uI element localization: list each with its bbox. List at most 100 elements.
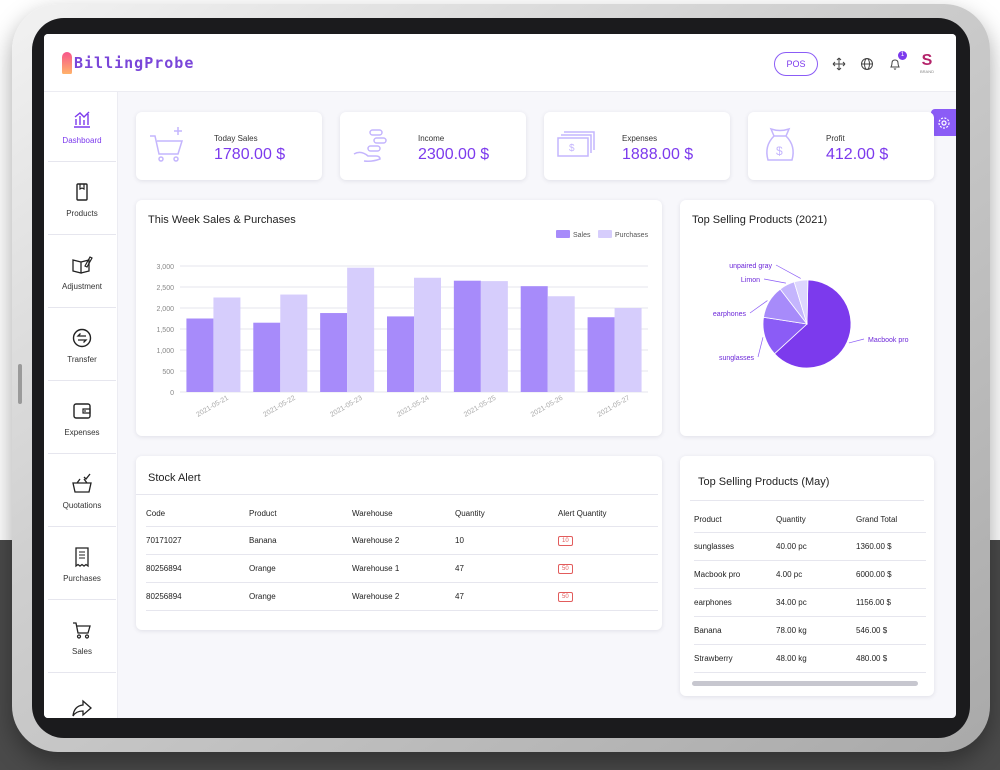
top-may-card: Top Selling Products (May) Product Quant… [680,456,934,696]
cell-grand-total: 480.00 $ [856,644,926,673]
cell-quantity: 47 [455,582,558,611]
bar-sales [387,316,414,392]
stat-label: Expenses [622,134,658,143]
table-row[interactable]: 70171027 Banana Warehouse 2 10 10 [146,526,658,555]
pie-leader-line [763,278,786,284]
weekly-bar-chart: 0 500 1,000 1,500 2,000 2,500 3,000 2021-05-21 2… [156,230,649,419]
pie-leader-line [749,300,768,314]
cell-alert-quantity: 50 [558,582,658,611]
stat-value: 2300.00 $ [418,146,490,163]
top-selling-pie-chart: Macbook pro sunglasses earphones Limon unpai… [713,263,909,369]
bell-icon[interactable]: 1 [888,51,907,71]
x-tick-label: 2021-05-22 [262,395,297,419]
x-tick-label: 2021-05-26 [530,395,565,419]
pie-leader-line [848,338,865,344]
avatar[interactable]: S BRAND [916,53,938,75]
sidebar-label: Sales [71,647,92,656]
cell-quantity: 40.00 pc [776,532,856,561]
stat-card-expenses[interactable]: $ Expenses 1888.00 $ [544,112,730,180]
legend-label: Purchases [615,232,649,239]
sidebar-item-transfer[interactable]: Transfer [48,311,116,381]
cell-product: Orange [249,554,352,583]
brand-logo[interactable]: BillingProbe [62,48,194,78]
sidebar-item-sales[interactable]: Sales [48,603,116,673]
x-tick-label: 2021-05-23 [329,395,364,419]
tablet-side-button [18,364,22,404]
top-may-table: Product Quantity Grand Total sunglasses … [694,508,926,673]
alert-quantity-badge: 10 [558,535,573,546]
cell-product: Macbook pro [694,560,776,589]
sidebar-label: Dashboard [62,136,102,145]
sidebar: Dashboard Products Adjustment Transfer E… [44,92,118,718]
cell-grand-total: 546.00 $ [856,616,926,645]
avatar-caption: BRAND [919,69,934,74]
pie-label: Limon [741,277,760,284]
column-header: Alert Quantity [558,502,658,527]
pos-button[interactable]: POS [774,52,818,76]
svg-text:$: $ [569,143,575,154]
cell-product: Orange [249,582,352,611]
settings-toggle[interactable] [931,109,956,136]
stat-value: 412.00 $ [826,146,889,163]
cell-alert-quantity: 50 [558,554,658,583]
sidebar-item-dashboard[interactable]: Dashboard [48,92,116,162]
alert-quantity-badge: 50 [558,563,573,574]
stat-card-profit[interactable]: $ Profit 412.00 $ [748,112,934,180]
sidebar-item-quotations[interactable]: Quotations [48,457,116,527]
bar-purchases [280,294,308,392]
cell-code: 80256894 [146,554,249,583]
table-row[interactable]: earphones 34.00 pc 1156.00 $ [694,588,926,617]
svg-text:$: $ [776,144,783,158]
bar-sales [320,313,348,392]
logo-mark-b [62,52,72,74]
weekly-chart-card: This Week Sales & Purchases 0 500 1,000 1,5… [136,200,662,436]
book-pencil-icon [72,256,93,274]
globe-icon[interactable] [860,57,874,71]
pie-label: Macbook pro [868,337,909,344]
sidebar-item-purchases[interactable]: Purchases [48,530,116,600]
chart-icon [74,111,90,128]
sidebar-item-share[interactable] [48,676,116,718]
bar-purchases [547,296,575,392]
table-row[interactable]: sunglasses 40.00 pc 1360.00 $ [694,532,926,561]
stat-card-income[interactable]: Income 2300.00 $ [340,112,526,180]
table-row[interactable]: 80256894 Orange Warehouse 1 47 50 [146,554,658,583]
sidebar-item-expenses[interactable]: Expenses [48,384,116,454]
notification-badge: 1 [898,51,907,60]
share-arrow-icon [72,699,92,717]
x-tick-label: 2021-05-24 [396,395,431,419]
alert-quantity-badge: 50 [558,591,573,602]
y-tick-label: 3,000 [156,264,174,271]
cell-quantity: 48.00 kg [776,644,856,673]
y-tick-label: 0 [170,390,174,397]
legend-swatch [556,230,570,238]
cell-product: Banana [249,526,352,555]
x-tick-label: 2021-05-27 [597,395,632,419]
cell-alert-quantity: 10 [558,526,658,555]
basket-check-icon [72,473,92,493]
horizontal-scrollbar[interactable] [692,681,918,686]
bar-sales [587,317,615,392]
stock-alert-table: Code Product Warehouse Quantity Alert Qu… [146,502,658,611]
pie-slice [793,279,809,325]
sidebar-item-adjustment[interactable]: Adjustment [48,238,116,308]
fullscreen-icon[interactable] [832,57,846,71]
table-row[interactable]: Strawberry 48.00 kg 480.00 $ [694,644,926,673]
table-row[interactable]: Macbook pro 4.00 pc 6000.00 $ [694,560,926,589]
cell-warehouse: Warehouse 2 [352,526,455,555]
divider [136,494,658,495]
bar-purchases [480,281,508,392]
receipt-icon [75,547,89,568]
table-row[interactable]: Banana 78.00 kg 546.00 $ [694,616,926,645]
bar-purchases [614,308,642,392]
cash-stack-icon: $ [557,131,595,157]
stat-card-today-sales[interactable]: Today Sales 1780.00 $ [136,112,322,180]
sidebar-label: Quotations [62,501,102,510]
transfer-circle-icon [72,328,92,348]
table-row[interactable]: 80256894 Orange Warehouse 2 47 50 [146,582,658,611]
cell-warehouse: Warehouse 1 [352,554,455,583]
top-header: BillingProbe POS 1 S BRAND [44,34,956,92]
column-header: Code [146,502,249,527]
sidebar-item-products[interactable]: Products [48,165,116,235]
stock-alert-card: Stock Alert Code Product Warehouse Quant… [136,456,662,630]
